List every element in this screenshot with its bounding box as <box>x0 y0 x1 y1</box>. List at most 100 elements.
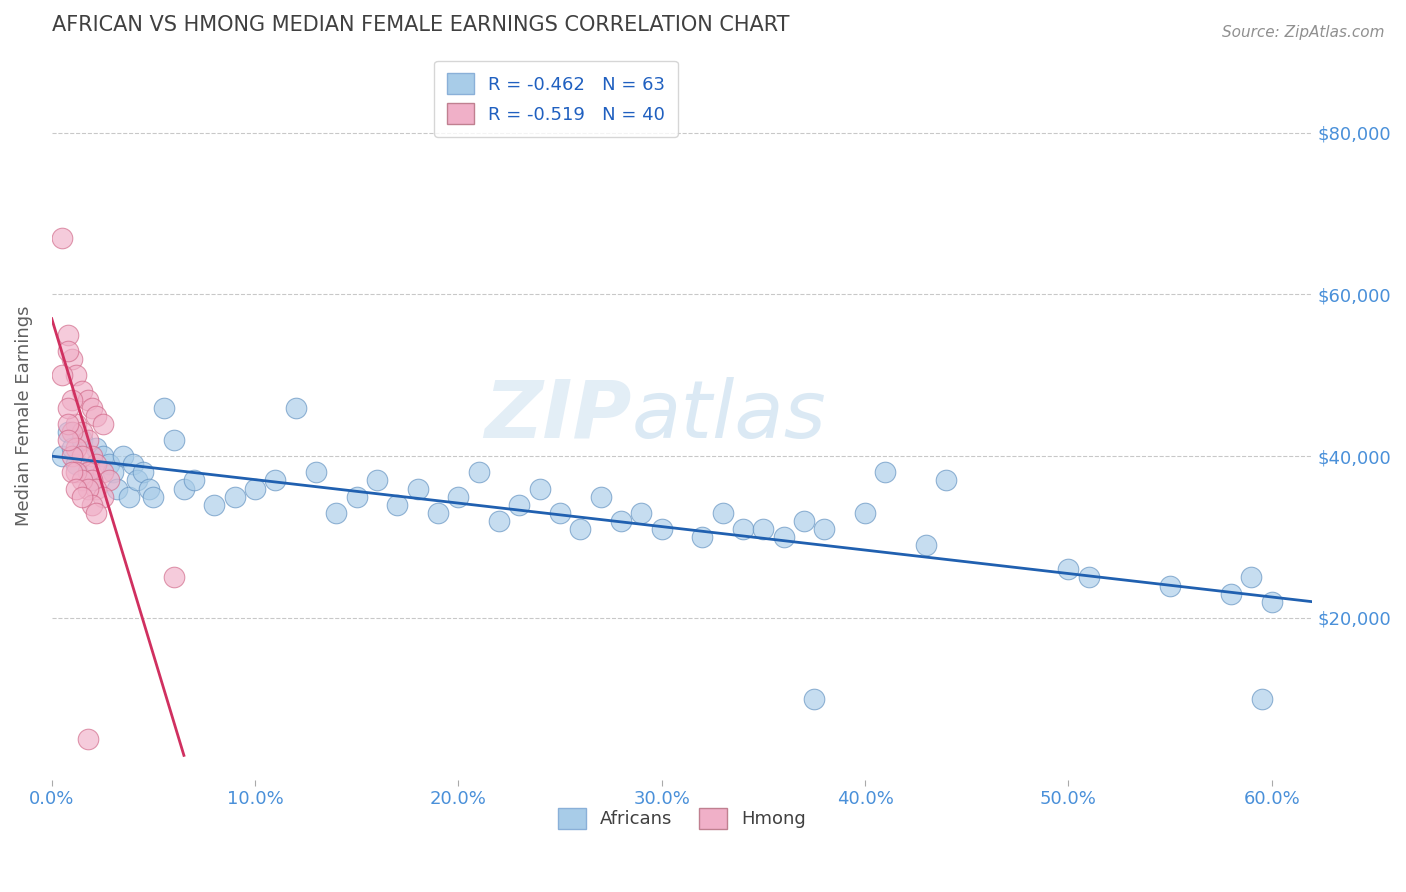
Point <box>813 522 835 536</box>
Legend: Africans, Hmong: Africans, Hmong <box>551 801 813 836</box>
Point <box>610 514 633 528</box>
Point <box>325 506 347 520</box>
Point <box>60 441 83 455</box>
Y-axis label: Median Female Earnings: Median Female Earnings <box>15 305 32 526</box>
Point <box>82 498 104 512</box>
Point <box>56 401 79 415</box>
Point <box>152 401 174 415</box>
Point <box>97 457 120 471</box>
Point <box>91 449 114 463</box>
Point <box>508 498 530 512</box>
Point <box>875 466 897 480</box>
Point <box>651 522 673 536</box>
Point <box>86 441 108 455</box>
Point <box>105 482 128 496</box>
Point <box>60 392 83 407</box>
Point <box>56 433 79 447</box>
Point <box>70 384 93 399</box>
Point <box>65 457 87 471</box>
Point <box>86 409 108 423</box>
Point <box>202 498 225 512</box>
Point <box>56 425 79 439</box>
Point <box>70 474 93 488</box>
Point <box>731 522 754 536</box>
Text: ZIP: ZIP <box>484 376 631 455</box>
Point <box>86 482 108 496</box>
Point <box>630 506 652 520</box>
Point <box>51 449 73 463</box>
Point <box>803 691 825 706</box>
Point <box>915 538 938 552</box>
Point <box>132 466 155 480</box>
Text: Source: ZipAtlas.com: Source: ZipAtlas.com <box>1222 25 1385 40</box>
Point <box>138 482 160 496</box>
Point <box>101 466 124 480</box>
Point <box>82 474 104 488</box>
Point <box>91 490 114 504</box>
Point <box>70 433 93 447</box>
Point <box>935 474 957 488</box>
Point <box>111 449 134 463</box>
Point <box>346 490 368 504</box>
Point <box>243 482 266 496</box>
Point <box>305 466 328 480</box>
Point <box>387 498 409 512</box>
Point <box>77 466 100 480</box>
Point <box>97 474 120 488</box>
Point <box>86 506 108 520</box>
Point <box>447 490 470 504</box>
Point <box>1250 691 1272 706</box>
Point <box>1220 586 1243 600</box>
Point <box>224 490 246 504</box>
Point <box>163 570 186 584</box>
Point <box>406 482 429 496</box>
Point <box>77 482 100 496</box>
Point <box>853 506 876 520</box>
Point <box>118 490 141 504</box>
Point <box>142 490 165 504</box>
Point <box>1260 595 1282 609</box>
Point <box>86 457 108 471</box>
Point <box>91 417 114 431</box>
Point <box>1077 570 1099 584</box>
Point <box>529 482 551 496</box>
Point <box>60 425 83 439</box>
Point <box>772 530 794 544</box>
Point <box>77 466 100 480</box>
Point <box>56 417 79 431</box>
Point <box>467 466 489 480</box>
Point <box>60 352 83 367</box>
Text: atlas: atlas <box>631 376 827 455</box>
Point <box>65 466 87 480</box>
Point <box>122 457 145 471</box>
Point <box>82 449 104 463</box>
Point <box>589 490 612 504</box>
Point <box>284 401 307 415</box>
Point <box>692 530 714 544</box>
Text: AFRICAN VS HMONG MEDIAN FEMALE EARNINGS CORRELATION CHART: AFRICAN VS HMONG MEDIAN FEMALE EARNINGS … <box>52 15 789 35</box>
Point <box>70 449 93 463</box>
Point <box>51 231 73 245</box>
Point <box>70 490 93 504</box>
Point <box>488 514 510 528</box>
Point <box>127 474 149 488</box>
Point <box>264 474 287 488</box>
Point <box>752 522 775 536</box>
Point <box>65 417 87 431</box>
Point <box>1159 578 1181 592</box>
Point <box>77 392 100 407</box>
Point <box>65 441 87 455</box>
Point <box>82 474 104 488</box>
Point <box>91 466 114 480</box>
Point <box>56 327 79 342</box>
Point <box>548 506 571 520</box>
Point <box>51 368 73 383</box>
Point <box>65 482 87 496</box>
Point <box>77 732 100 747</box>
Point <box>60 466 83 480</box>
Point <box>711 506 734 520</box>
Point <box>163 433 186 447</box>
Point <box>65 368 87 383</box>
Point <box>1057 562 1080 576</box>
Point <box>70 425 93 439</box>
